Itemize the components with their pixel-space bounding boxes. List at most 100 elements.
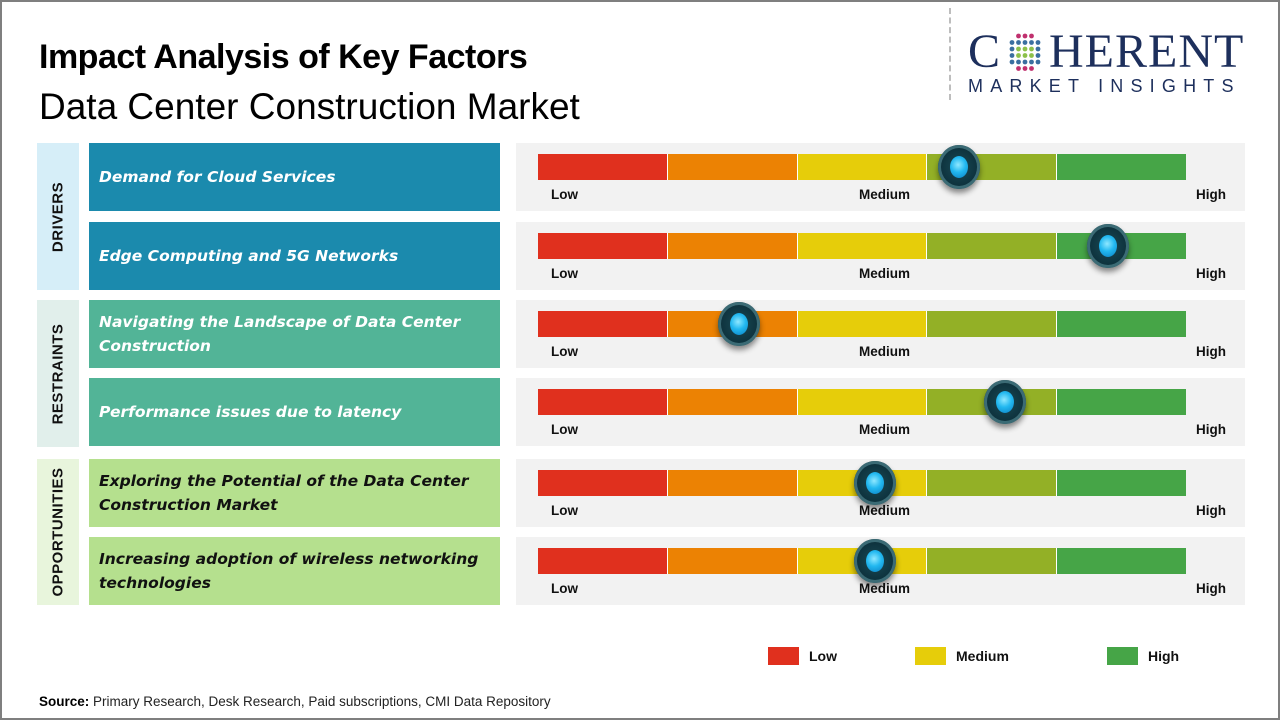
gauge-segment-5 [1057,389,1186,415]
globe-dot [1029,40,1034,45]
gauge-segment-2 [667,470,798,496]
gauge-segment-1 [538,470,668,496]
legend-item-low: Low [768,647,837,665]
source-note: Source: Primary Research, Desk Research,… [39,694,551,709]
dotted-globe-icon [1009,33,1041,71]
category-drivers: DRIVERS [37,143,79,290]
impact-indicator-knob [1087,224,1130,268]
factor-label-box: Navigating the Landscape of Data Center … [89,300,500,368]
logo-letters-herent: HERENT [1049,25,1245,78]
impact-gauge: Low Medium High [516,459,1245,527]
globe-dot [1016,66,1021,71]
gauge-bar [538,154,1186,180]
factor-label: Edge Computing and 5G Networks [99,247,399,265]
globe-dot [1022,46,1028,52]
globe-dot [1035,40,1041,45]
gauge-segment-3 [797,154,928,180]
gauge-segment-3 [797,311,928,337]
globe-dot [1035,53,1041,58]
scale-label-low: Low [551,187,578,202]
scale-label-medium: Medium [859,344,911,359]
impact-indicator-knob [938,145,981,189]
scale-label-medium: Medium [859,266,911,281]
company-logo: C HERENT MARKET INSIGHTS [968,25,1263,97]
factor-label: Demand for Cloud Services [99,168,336,186]
gauge-segment-4 [927,470,1058,496]
source-label: Source: [39,694,90,709]
globe-dot [1016,40,1021,45]
factor-label: Navigating the Landscape of Data Center … [99,313,461,355]
page-subtitle: Data Center Construction Market [39,86,580,127]
impact-indicator-knob [853,539,896,583]
gauge-segment-3 [797,233,928,259]
gauge-segment-3 [797,389,928,415]
globe-dot [1022,33,1028,39]
scale-label-low: Low [551,422,578,437]
impact-indicator-knob [853,461,896,505]
globe-dot [1016,46,1021,52]
scale-label-high: High [1196,187,1226,202]
gauge-bar [538,233,1186,259]
gauge-segment-4 [927,548,1058,574]
category-opportunities: OPPORTUNITIES [37,459,79,605]
globe-dot [1009,40,1015,45]
globe-dot [1035,59,1041,65]
impact-indicator-knob [717,302,760,346]
legend-swatch-high [1107,647,1138,665]
globe-dot [1009,59,1015,65]
category-label: DRIVERS [49,181,67,252]
scale-label-medium: Medium [859,422,911,437]
globe-dot [1022,40,1028,45]
page-title: Impact Analysis of Key Factors [39,38,528,76]
gauge-segment-5 [1057,548,1186,574]
factor-label: Increasing adoption of wireless networki… [99,550,479,592]
factor-label-box: Exploring the Potential of the Data Cent… [89,459,500,527]
scale-label-high: High [1196,503,1226,518]
gauge-segment-5 [1057,154,1186,180]
factor-label-box: Performance issues due to latency [89,378,500,446]
legend-label: Low [809,648,837,664]
category-label: RESTRAINTS [49,323,67,424]
gauge-segment-1 [538,154,668,180]
legend-label: High [1148,648,1180,664]
gauge-bar [538,311,1186,337]
globe-dot [1029,59,1034,65]
impact-gauge: Low Medium High [516,143,1245,211]
gauge-segment-1 [538,389,668,415]
impact-gauge: Low Medium High [516,537,1245,605]
legend-swatch-low [768,647,799,665]
legend-item-high: High [1107,647,1179,665]
gauge-segment-2 [667,548,798,574]
legend-item-medium: Medium [915,647,1009,665]
scale-label-medium: Medium [859,503,911,518]
scale-label-high: High [1196,422,1226,437]
globe-dot [1029,66,1034,71]
gauge-segment-1 [538,311,668,337]
gauge-segment-5 [1057,311,1186,337]
scale-label-medium: Medium [859,581,911,596]
logo-wordmark: C HERENT [968,25,1263,78]
category-label: OPPORTUNITIES [49,467,67,597]
gauge-segment-2 [667,154,798,180]
globe-dot [1022,66,1028,71]
gauge-bar [538,470,1186,496]
factor-label-box: Increasing adoption of wireless networki… [89,537,500,605]
impact-gauge: Low Medium High [516,378,1245,446]
globe-dot [1016,59,1021,65]
globe-dot [1016,33,1021,39]
globe-dot [1029,33,1034,39]
impact-gauge: Low Medium High [516,222,1245,290]
logo-letter-c: C [968,25,1002,78]
scale-label-high: High [1196,344,1226,359]
scale-label-high: High [1196,266,1226,281]
gauge-segment-1 [538,548,668,574]
globe-dot [1022,53,1028,58]
gauge-segment-2 [667,233,798,259]
gauge-bar [538,548,1186,574]
category-restraints: RESTRAINTS [37,300,79,447]
globe-dot [1035,46,1041,52]
factor-label: Performance issues due to latency [99,403,402,421]
scale-label-high: High [1196,581,1226,596]
gauge-segment-5 [1057,470,1186,496]
gauge-segment-2 [667,389,798,415]
